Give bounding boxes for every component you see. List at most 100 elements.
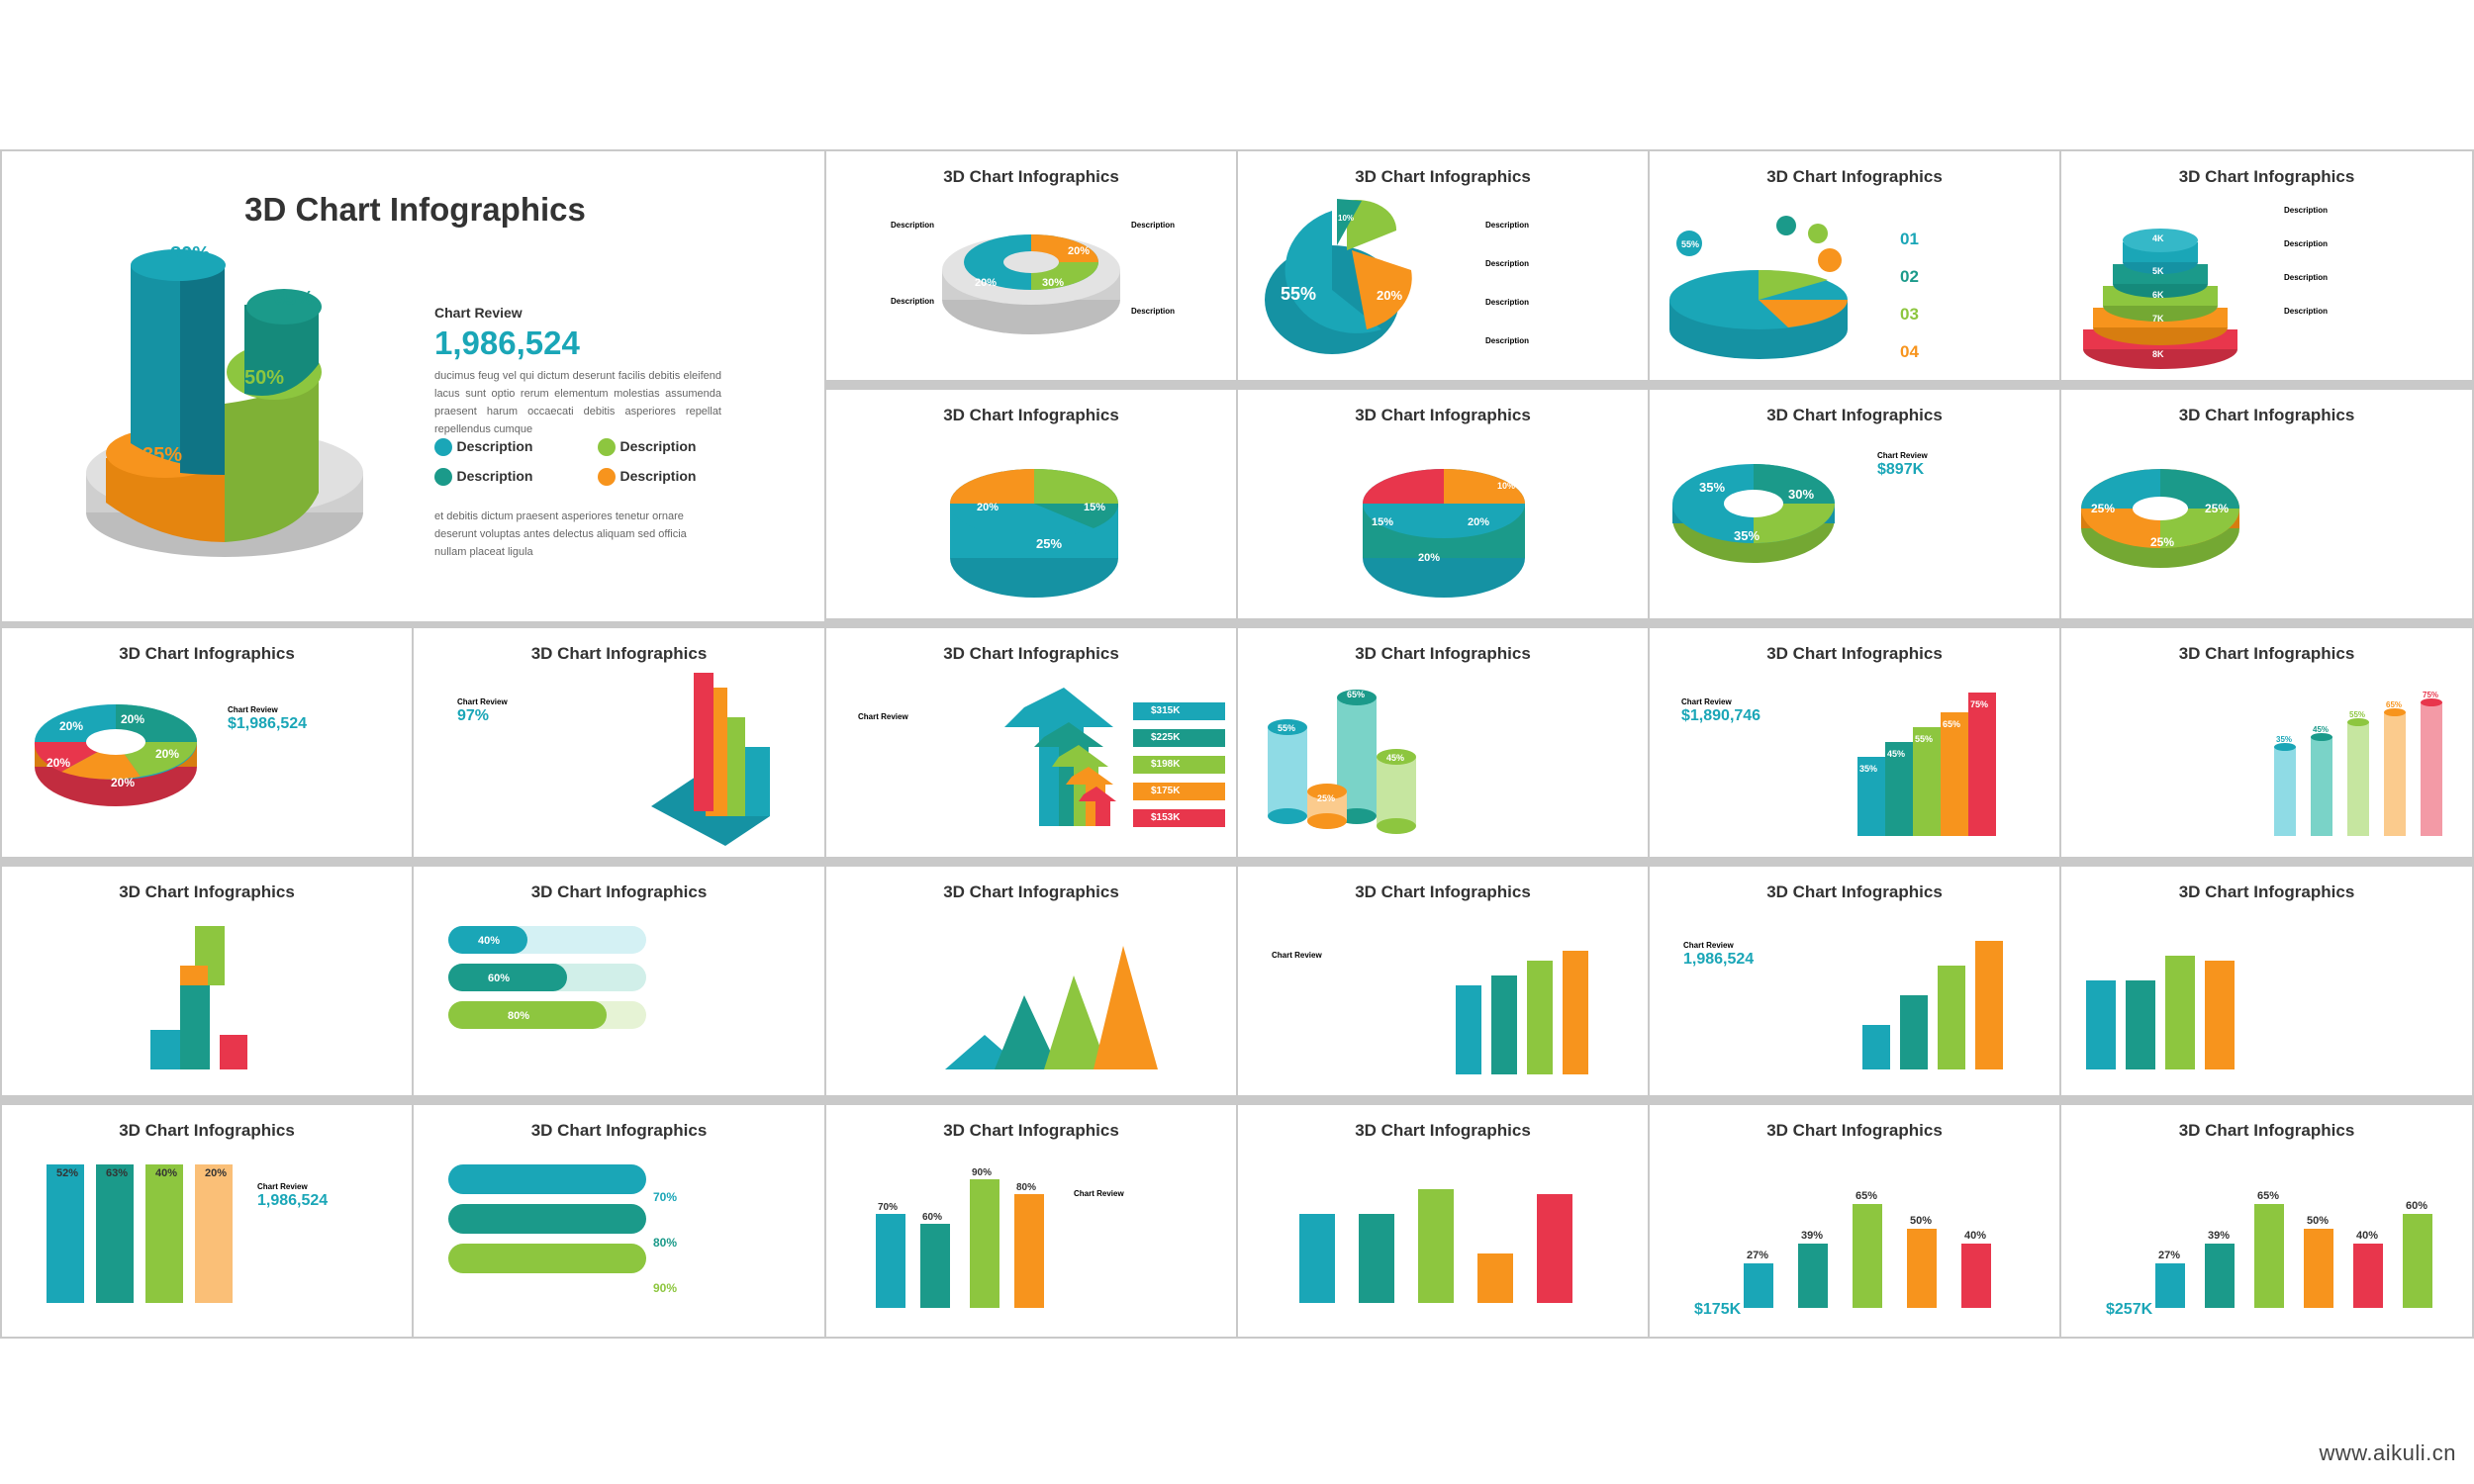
svg-text:65%: 65%	[1347, 690, 1365, 699]
main-value-1: 65%	[274, 288, 314, 310]
svg-text:40%: 40%	[2356, 1230, 2378, 1242]
slide-25[interactable]: 3D Chart Infographics	[1238, 1105, 1648, 1337]
slide-title: 3D Chart Infographics	[119, 882, 295, 901]
slide-8[interactable]: 3D Chart Infographics 35% 30% 35% Chart …	[1650, 390, 2059, 618]
main-value-0: 80%	[170, 245, 210, 265]
slide-14[interactable]: 3D Chart Infographics Chart Review $1,89…	[1650, 628, 2059, 857]
svg-text:60%: 60%	[2406, 1200, 2427, 1212]
description-list: Description Description Description Desc…	[1485, 221, 1530, 345]
svg-text:20%: 20%	[205, 1167, 227, 1179]
slide-5[interactable]: 3D Chart Infographics 4K 5K 6K 7K 8K Des…	[2061, 151, 2472, 380]
svg-text:5K: 5K	[2152, 266, 2164, 276]
slide-3[interactable]: 3D Chart Infographics 55% 20% 15% 10% De…	[1238, 151, 1648, 380]
svg-text:20%: 20%	[111, 776, 135, 789]
svg-text:25%: 25%	[2091, 502, 2115, 515]
slide-24[interactable]: 3D Chart Infographics Chart Review 70% 6…	[826, 1105, 1236, 1337]
svg-text:40%: 40%	[1964, 1230, 1986, 1242]
slide-title: 3D Chart Infographics	[943, 167, 1119, 186]
cube-bar-chart	[1862, 941, 2003, 1069]
stair-3d-chart	[651, 673, 770, 846]
slide-title: 3D Chart Infographics	[1355, 406, 1531, 424]
slide-12[interactable]: 3D Chart Infographics Chart Review $315K…	[826, 628, 1236, 857]
review-label: Chart Review	[228, 705, 278, 714]
slide-13[interactable]: 3D Chart Infographics 65% 55% 45% 25%	[1238, 628, 1648, 857]
slide-main[interactable]: 3D Chart Infographics 80% 65% 50% 35% Ch…	[2, 151, 824, 621]
review-label: Chart Review	[1074, 1189, 1124, 1198]
description-label: Description	[891, 221, 935, 230]
pyramid-chart	[945, 946, 1158, 1069]
slide-6[interactable]: 3D Chart Infographics 35% 20% 15% 25%	[826, 390, 1236, 618]
svg-text:40%: 40%	[155, 1167, 177, 1179]
svg-text:20%: 20%	[1377, 288, 1402, 303]
svg-text:20%: 20%	[975, 277, 997, 289]
main-paragraph-1: ducimus feug vel qui dictum deserunt fac…	[434, 370, 721, 435]
donut-3d-chart: 20% 20% 20% 20% 20%	[34, 704, 197, 806]
svg-text:65%: 65%	[1943, 719, 1960, 729]
svg-text:20%: 20%	[977, 502, 999, 513]
slide-title: 3D Chart Infographics	[943, 644, 1119, 663]
cylinder-3d-chart: 65% 55% 45% 25%	[1268, 690, 1416, 834]
arrow-3d-chart	[1004, 688, 1116, 826]
slide-16[interactable]: 3D Chart Infographics	[2, 867, 412, 1095]
pie-pin-chart: 55%	[1669, 216, 1848, 359]
slide-18[interactable]: 3D Chart Infographics	[826, 867, 1236, 1095]
slide-4[interactable]: 3D Chart Infographics 55% 01 02 03 04	[1650, 151, 2059, 380]
svg-text:27%: 27%	[1747, 1250, 1768, 1261]
svg-text:35%: 35%	[1859, 764, 1877, 774]
slide-15[interactable]: 3D Chart Infographics 35% 45% 55% 65% 75…	[2061, 628, 2472, 857]
stacked-cube-chart	[150, 926, 247, 1069]
svg-text:4K: 4K	[2152, 233, 2164, 243]
svg-text:8K: 8K	[2152, 349, 2164, 359]
svg-text:50%: 50%	[2307, 1215, 2329, 1227]
svg-text:45%: 45%	[1386, 753, 1404, 763]
slide-2[interactable]: 3D Chart Infographics 20% 30% 20% Descri…	[826, 151, 1236, 380]
cylinder-bar-chart: 35% 45% 55% 65% 75%	[2274, 691, 2442, 836]
slide-9[interactable]: 3D Chart Infographics 25% 25% 25% 25%	[2061, 390, 2472, 618]
slide-7[interactable]: 3D Chart Infographics 35% 10% 15% 20% 20…	[1238, 390, 1648, 618]
donut-3d-chart: 35% 30% 35%	[1672, 464, 1835, 563]
svg-text:60%: 60%	[488, 973, 510, 984]
slide-17[interactable]: 3D Chart Infographics 40% 60% 80%	[414, 867, 824, 1095]
svg-text:20%: 20%	[59, 719, 83, 733]
slide-27[interactable]: 3D Chart Infographics 27% 39% 65% 50% 40…	[2061, 1105, 2472, 1337]
svg-text:52%: 52%	[56, 1167, 78, 1179]
svg-text:30%: 30%	[1788, 487, 1814, 502]
review-value: $897K	[1877, 461, 1925, 478]
chart-review-value: 1,986,524	[434, 325, 580, 361]
cube-column-chart: 27% 39% 65% 50% 40% 60%	[2155, 1190, 2432, 1308]
svg-text:35%: 35%	[1699, 480, 1725, 495]
svg-text:70%: 70%	[878, 1202, 898, 1213]
slide-title: 3D Chart Infographics	[1766, 882, 1943, 901]
horizontal-cylinder-chart	[448, 1164, 646, 1273]
slide-22[interactable]: 3D Chart Infographics Chart Review 1,986…	[2, 1105, 412, 1337]
slide-title: 3D Chart Infographics	[1355, 644, 1531, 663]
main-title: 3D Chart Infographics	[244, 191, 586, 228]
slide-26[interactable]: 3D Chart Infographics 27% 39% 65% 50% 40…	[1650, 1105, 2059, 1337]
slide-title: 3D Chart Infographics	[943, 882, 1119, 901]
slide-title: 3D Chart Infographics	[943, 406, 1119, 424]
svg-text:65%: 65%	[2386, 700, 2402, 709]
slide-title: 3D Chart Infographics	[530, 1121, 708, 1140]
review-label: Chart Review	[1683, 941, 1734, 950]
svg-text:35%: 35%	[1016, 447, 1042, 462]
slide-19[interactable]: 3D Chart Infographics Chart Review	[1238, 867, 1648, 1095]
slide-10[interactable]: 3D Chart Infographics 20% 20% 20% 20% 20…	[2, 628, 412, 857]
slide-title: 3D Chart Infographics	[1355, 882, 1531, 901]
slide-20[interactable]: 3D Chart Infographics Chart Review 1,986…	[1650, 867, 2059, 1095]
slide-title: 3D Chart Infographics	[1355, 167, 1531, 186]
slide-title: 3D Chart Infographics	[1766, 644, 1943, 663]
review-value: 97%	[457, 707, 490, 724]
svg-text:80%: 80%	[508, 1010, 529, 1022]
description-label: Description	[891, 297, 935, 306]
svg-text:40%: 40%	[478, 935, 500, 947]
slide-title: 3D Chart Infographics	[119, 644, 295, 663]
slide-11[interactable]: 3D Chart Infographics Chart Review 97%	[414, 628, 824, 857]
svg-text:45%: 45%	[1887, 749, 1905, 759]
svg-text:75%: 75%	[2423, 691, 2438, 699]
slide-21[interactable]: 3D Chart Infographics	[2061, 867, 2472, 1095]
review-value: 1,986,524	[1683, 951, 1755, 968]
description-label: Description	[1131, 221, 1176, 230]
watermark-text: www.aikuli.cn	[2319, 1440, 2456, 1465]
svg-text:30%: 30%	[1042, 277, 1064, 289]
slide-23[interactable]: 3D Chart Infographics 70% 80% 90%	[414, 1105, 824, 1337]
